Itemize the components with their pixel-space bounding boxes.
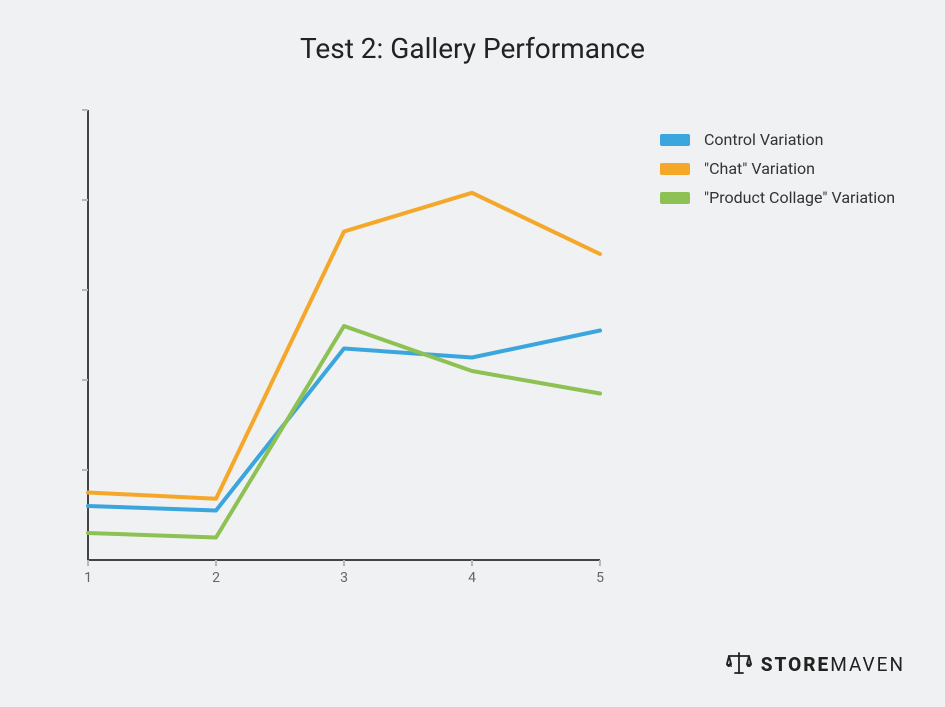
brand-text-light: MAVEN xyxy=(830,653,905,676)
series-line xyxy=(88,331,600,511)
legend-item: "Chat" Variation xyxy=(660,159,895,178)
legend-swatch xyxy=(660,192,690,204)
brand-logo: A B STOREMAVEN xyxy=(725,651,905,677)
x-tick-label: 2 xyxy=(212,570,220,586)
legend-label: Control Variation xyxy=(704,130,824,149)
x-tick-label: 3 xyxy=(340,570,348,586)
brand-text-bold: STORE xyxy=(761,653,830,676)
page-root: Test 2: Gallery Performance 1 2 3 4 5 Contro… xyxy=(0,0,945,707)
scales-icon: A B xyxy=(725,651,753,677)
line-chart: 1 2 3 4 5 xyxy=(70,100,610,590)
legend: Control Variation "Chat" Variation "Produc… xyxy=(660,130,895,217)
legend-item: "Product Collage" Variation xyxy=(660,188,895,207)
svg-text:B: B xyxy=(747,662,753,669)
x-tick-label: 1 xyxy=(84,570,92,586)
series-line xyxy=(88,326,600,538)
legend-swatch xyxy=(660,163,690,175)
x-tick-label: 4 xyxy=(468,570,476,586)
chart-title: Test 2: Gallery Performance xyxy=(0,32,945,65)
chart-svg: 1 2 3 4 5 xyxy=(70,100,610,590)
svg-text:A: A xyxy=(728,662,734,669)
legend-label: "Product Collage" Variation xyxy=(704,188,895,207)
legend-label: "Chat" Variation xyxy=(704,159,815,178)
legend-swatch xyxy=(660,134,690,146)
x-tick-label: 5 xyxy=(596,570,604,586)
legend-item: Control Variation xyxy=(660,130,895,149)
